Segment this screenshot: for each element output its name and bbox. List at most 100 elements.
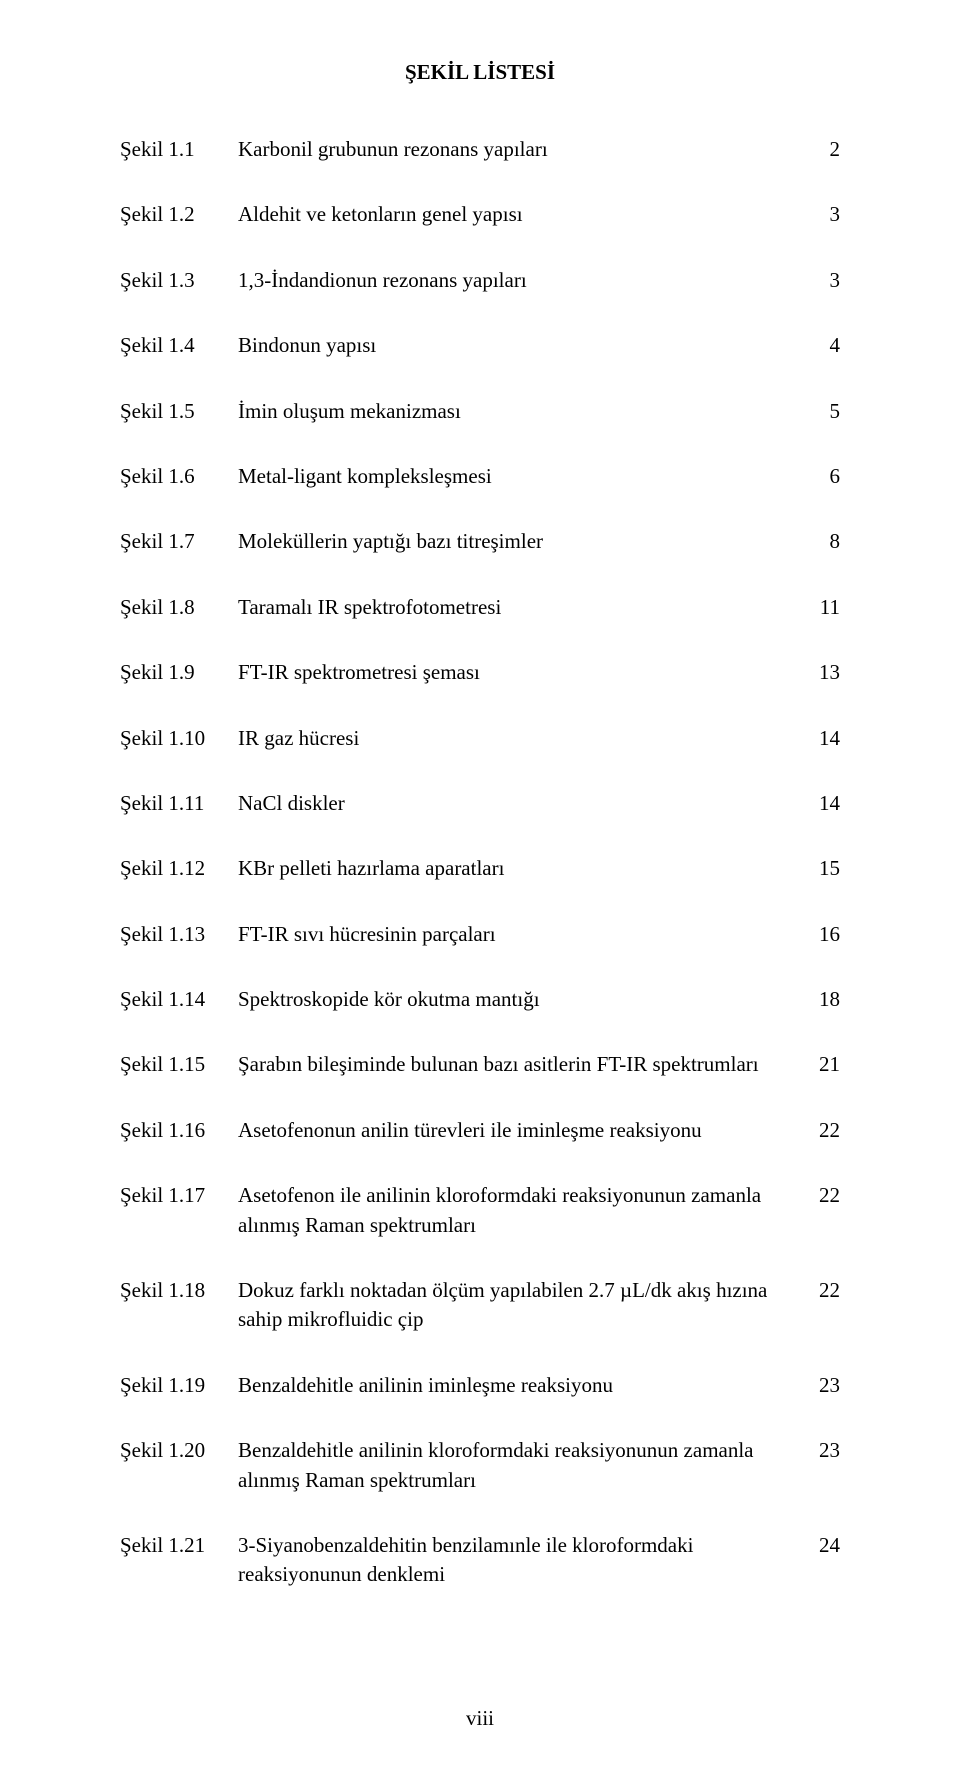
page-number: 23 [800, 1371, 840, 1400]
list-item: Şekil 1.9 FT-IR spektrometresi şeması 13 [120, 658, 840, 687]
page-number: 22 [800, 1181, 840, 1210]
figure-desc: Metal-ligant kompleksleşmesi [238, 462, 800, 491]
page-number: 22 [800, 1276, 840, 1305]
list-item: Şekil 1.2 Aldehit ve ketonların genel ya… [120, 200, 840, 229]
page-number: 14 [800, 789, 840, 818]
list-item: Şekil 1.5 İmin oluşum mekanizması 5 [120, 397, 840, 426]
figure-label: Şekil 1.12 [120, 854, 238, 883]
figure-label: Şekil 1.9 [120, 658, 238, 687]
figure-label: Şekil 1.21 [120, 1531, 238, 1560]
figure-desc: Moleküllerin yaptığı bazı titreşimler [238, 527, 800, 556]
list-item: Şekil 1.15 Şarabın bileşiminde bulunan b… [120, 1050, 840, 1079]
page-number: 3 [800, 266, 840, 295]
list-item: Şekil 1.19 Benzaldehitle anilinin iminle… [120, 1371, 840, 1400]
list-item: Şekil 1.6 Metal-ligant kompleksleşmesi 6 [120, 462, 840, 491]
figure-label: Şekil 1.14 [120, 985, 238, 1014]
desc-wrap: Benzaldehitle anilinin kloroformdaki rea… [238, 1436, 840, 1495]
desc-wrap: Spektroskopide kör okutma mantığı 18 [238, 985, 840, 1014]
figure-label: Şekil 1.16 [120, 1116, 238, 1145]
page-number: 23 [800, 1436, 840, 1465]
desc-wrap: İmin oluşum mekanizması 5 [238, 397, 840, 426]
figure-label: Şekil 1.8 [120, 593, 238, 622]
list-item: Şekil 1.21 3-Siyanobenzaldehitin benzila… [120, 1531, 840, 1590]
desc-wrap: Bindonun yapısı 4 [238, 331, 840, 360]
list-item: Şekil 1.18 Dokuz farklı noktadan ölçüm y… [120, 1276, 840, 1335]
page-number: 2 [800, 135, 840, 164]
list-item: Şekil 1.4 Bindonun yapısı 4 [120, 331, 840, 360]
page-number: 6 [800, 462, 840, 491]
list-item: Şekil 1.1 Karbonil grubunun rezonans yap… [120, 135, 840, 164]
desc-wrap: 1,3-İndandionun rezonans yapıları 3 [238, 266, 840, 295]
figure-label: Şekil 1.3 [120, 266, 238, 295]
figure-label: Şekil 1.7 [120, 527, 238, 556]
figure-label: Şekil 1.11 [120, 789, 238, 818]
page-number: 5 [800, 397, 840, 426]
page-number: 21 [800, 1050, 840, 1079]
page-number: 14 [800, 724, 840, 753]
desc-wrap: Benzaldehitle anilinin iminleşme reaksiy… [238, 1371, 840, 1400]
figure-desc: FT-IR sıvı hücresinin parçaları [238, 920, 800, 949]
figure-label: Şekil 1.1 [120, 135, 238, 164]
desc-wrap: NaCl diskler 14 [238, 789, 840, 818]
figure-desc: IR gaz hücresi [238, 724, 800, 753]
list-item: Şekil 1.10 IR gaz hücresi 14 [120, 724, 840, 753]
figure-label: Şekil 1.6 [120, 462, 238, 491]
figure-label: Şekil 1.20 [120, 1436, 238, 1465]
page-number: 11 [800, 593, 840, 622]
desc-wrap: Dokuz farklı noktadan ölçüm yapılabilen … [238, 1276, 840, 1335]
list-item: Şekil 1.7 Moleküllerin yaptığı bazı titr… [120, 527, 840, 556]
page-title: ŞEKİL LİSTESİ [120, 60, 840, 85]
figure-label: Şekil 1.4 [120, 331, 238, 360]
figure-label: Şekil 1.15 [120, 1050, 238, 1079]
figure-desc: Benzaldehitle anilinin iminleşme reaksiy… [238, 1371, 800, 1400]
desc-wrap: 3-Siyanobenzaldehitin benzilamınle ile k… [238, 1531, 840, 1590]
list-item: Şekil 1.17 Asetofenon ile anilinin kloro… [120, 1181, 840, 1240]
figure-desc: Taramalı IR spektrofotometresi [238, 593, 800, 622]
figure-desc: 1,3-İndandionun rezonans yapıları [238, 266, 800, 295]
figure-desc: Asetofenonun anilin türevleri ile iminle… [238, 1116, 800, 1145]
page-number: 4 [800, 331, 840, 360]
desc-wrap: Asetofenon ile anilinin kloroformdaki re… [238, 1181, 840, 1240]
list-item: Şekil 1.16 Asetofenonun anilin türevleri… [120, 1116, 840, 1145]
figure-desc: Spektroskopide kör okutma mantığı [238, 985, 800, 1014]
figure-label: Şekil 1.17 [120, 1181, 238, 1210]
figure-desc: Bindonun yapısı [238, 331, 800, 360]
page-number: 24 [800, 1531, 840, 1560]
list-item: Şekil 1.14 Spektroskopide kör okutma man… [120, 985, 840, 1014]
page-number: 18 [800, 985, 840, 1014]
figure-desc: NaCl diskler [238, 789, 800, 818]
list-item: Şekil 1.20 Benzaldehitle anilinin klorof… [120, 1436, 840, 1495]
list-item: Şekil 1.3 1,3-İndandionun rezonans yapıl… [120, 266, 840, 295]
page-footer: viii [120, 1706, 840, 1731]
figure-desc: Asetofenon ile anilinin kloroformdaki re… [238, 1181, 800, 1240]
desc-wrap: Karbonil grubunun rezonans yapıları 2 [238, 135, 840, 164]
desc-wrap: FT-IR spektrometresi şeması 13 [238, 658, 840, 687]
desc-wrap: Moleküllerin yaptığı bazı titreşimler 8 [238, 527, 840, 556]
figure-desc: Dokuz farklı noktadan ölçüm yapılabilen … [238, 1276, 800, 1335]
figure-label: Şekil 1.2 [120, 200, 238, 229]
entry-list: Şekil 1.1 Karbonil grubunun rezonans yap… [120, 135, 840, 1626]
desc-wrap: Asetofenonun anilin türevleri ile iminle… [238, 1116, 840, 1145]
list-item: Şekil 1.11 NaCl diskler 14 [120, 789, 840, 818]
page-number: 16 [800, 920, 840, 949]
figure-desc: Benzaldehitle anilinin kloroformdaki rea… [238, 1436, 800, 1495]
figure-desc: KBr pelleti hazırlama aparatları [238, 854, 800, 883]
page-number: 3 [800, 200, 840, 229]
figure-label: Şekil 1.5 [120, 397, 238, 426]
page-number: 8 [800, 527, 840, 556]
desc-wrap: KBr pelleti hazırlama aparatları 15 [238, 854, 840, 883]
figure-desc: İmin oluşum mekanizması [238, 397, 800, 426]
page-number: 15 [800, 854, 840, 883]
figure-label: Şekil 1.18 [120, 1276, 238, 1305]
desc-wrap: FT-IR sıvı hücresinin parçaları 16 [238, 920, 840, 949]
list-item: Şekil 1.13 FT-IR sıvı hücresinin parçala… [120, 920, 840, 949]
figure-desc: Karbonil grubunun rezonans yapıları [238, 135, 800, 164]
desc-wrap: Şarabın bileşiminde bulunan bazı asitler… [238, 1050, 840, 1079]
figure-desc: FT-IR spektrometresi şeması [238, 658, 800, 687]
list-item: Şekil 1.12 KBr pelleti hazırlama aparatl… [120, 854, 840, 883]
desc-wrap: Metal-ligant kompleksleşmesi 6 [238, 462, 840, 491]
list-item: Şekil 1.8 Taramalı IR spektrofotometresi… [120, 593, 840, 622]
desc-wrap: Aldehit ve ketonların genel yapısı 3 [238, 200, 840, 229]
figure-desc: 3-Siyanobenzaldehitin benzilamınle ile k… [238, 1531, 800, 1590]
desc-wrap: Taramalı IR spektrofotometresi 11 [238, 593, 840, 622]
